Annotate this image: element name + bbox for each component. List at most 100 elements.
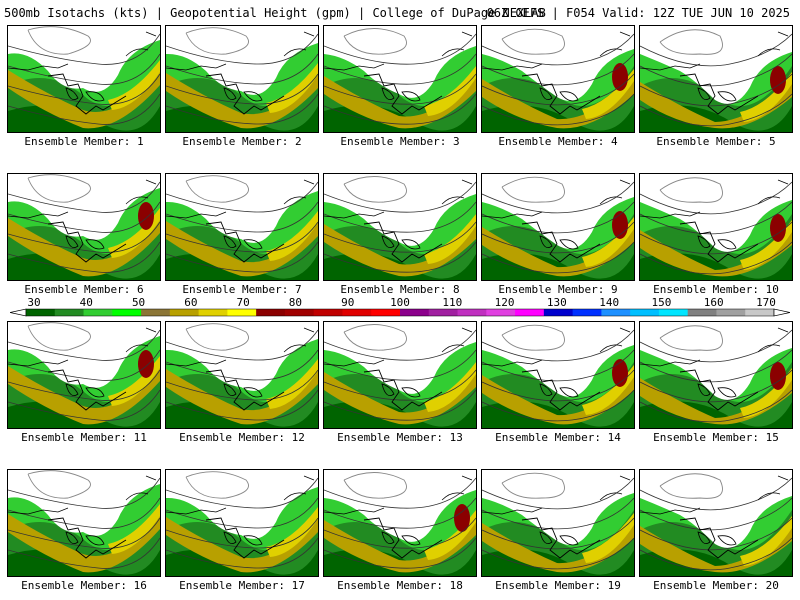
lake-michigan [539,87,553,101]
jet-streak-70kt [582,365,634,415]
ensemble-map [482,26,634,132]
calm-region [640,470,792,548]
closed-low-contour [185,27,249,55]
lake-huron [401,387,421,398]
height-contour [324,221,476,253]
ensemble-member-label: Ensemble Member: 17 [179,579,305,592]
height-contour [324,53,476,85]
ensemble-map [324,322,476,428]
ensemble-map [8,174,160,280]
height-contour [8,477,160,509]
border-line [166,359,227,367]
jet-streak-70kt [582,513,634,563]
height-contour [166,389,318,421]
colorbar-tick-label: 140 [599,296,619,309]
jet-streak-70kt [740,220,792,270]
closed-low-contour [343,324,407,351]
ensemble-map-panel [323,321,477,429]
height-contour [640,53,792,87]
colorbar-segment [745,309,775,316]
height-contour [640,181,792,215]
lake-huron [559,239,579,250]
calm-region [640,174,792,252]
jet-streak-70kt [582,217,634,267]
closed-low-contour [501,324,565,351]
header-title-right: 06Z GEFS | F054 Valid: 12Z TUE JUN 10 20… [486,6,790,20]
jet-core-80kt [770,214,786,242]
calm-region [324,470,476,542]
colorbar-segment [486,309,516,316]
border-line [324,359,385,367]
jet-core-80kt [138,350,154,378]
height-contour [640,537,792,571]
ensemble-member-label: Ensemble Member: 20 [653,579,779,592]
colorbar-segment [428,309,459,316]
height-contour [166,477,318,509]
closed-low-contour [343,472,407,499]
ensemble-map [166,26,318,132]
ensemble-member-label: Ensemble Member: 16 [21,579,147,592]
great-lakes-outline [205,73,285,115]
colorbar-tick-label: 30 [27,296,40,309]
calm-region [166,470,318,539]
ensemble-map-panel [7,469,161,577]
colorbar-tick-label: 40 [80,296,93,309]
lake-michigan [65,235,79,249]
height-contour [640,201,792,235]
colorbar-segment [658,309,689,316]
coastline [441,179,473,205]
ensemble-map-panel [481,25,635,133]
colorbar-segment [198,309,228,316]
lake-huron [243,387,263,398]
colorbar-segment [572,309,602,316]
great-lakes-outline [47,369,127,411]
height-contour [640,369,792,403]
coastline [599,31,631,57]
height-contour [166,329,318,361]
jet-core-80kt [454,504,470,532]
colorbar-segment [227,309,257,316]
colorbar-segment [457,309,487,316]
ensemble-map-panel [7,25,161,133]
lake-huron [243,535,263,546]
ensemble-map [324,174,476,280]
coastline [757,31,789,57]
height-contour [640,33,792,67]
calm-region [482,470,634,545]
jet-streak-60kt [166,369,318,425]
great-lakes-outline [679,369,759,411]
closed-low-contour [185,175,249,203]
border-line [166,211,227,219]
height-contour [640,497,792,531]
calm-region [324,322,476,394]
ensemble-map-panel [323,469,477,577]
height-contour [8,181,160,213]
jet-streak-70kt [424,66,476,116]
height-contour [324,93,476,125]
coastline [283,31,315,57]
ensemble-map-panel [481,173,635,281]
border-line [8,211,69,219]
colorbar-segment [284,309,315,316]
colorbar-tick-label: 160 [704,296,724,309]
height-contour [324,389,476,421]
great-lakes-outline [363,369,443,411]
great-lakes-outline [205,517,285,559]
lake-michigan [65,87,79,101]
jet-streak-60kt [324,224,476,277]
ensemble-member-label: Ensemble Member: 10 [653,283,779,296]
colorbar-segment [256,309,286,316]
closed-low-contour [659,473,723,499]
colorbar-graphic: 30 40 50 60 70 80 90 100 110 120 130 140 150 160 170 [10,296,790,317]
height-contour [8,349,160,381]
calm-region [8,26,160,92]
ensemble-map [640,470,792,576]
coastline [283,327,315,353]
height-contour [482,33,634,66]
lake-michigan [223,235,237,249]
lake-huron [717,91,737,102]
ensemble-map-panel [639,173,793,281]
colorbar-right-arrow [773,308,790,317]
great-lakes-outline [47,73,127,115]
height-contour [640,241,792,275]
